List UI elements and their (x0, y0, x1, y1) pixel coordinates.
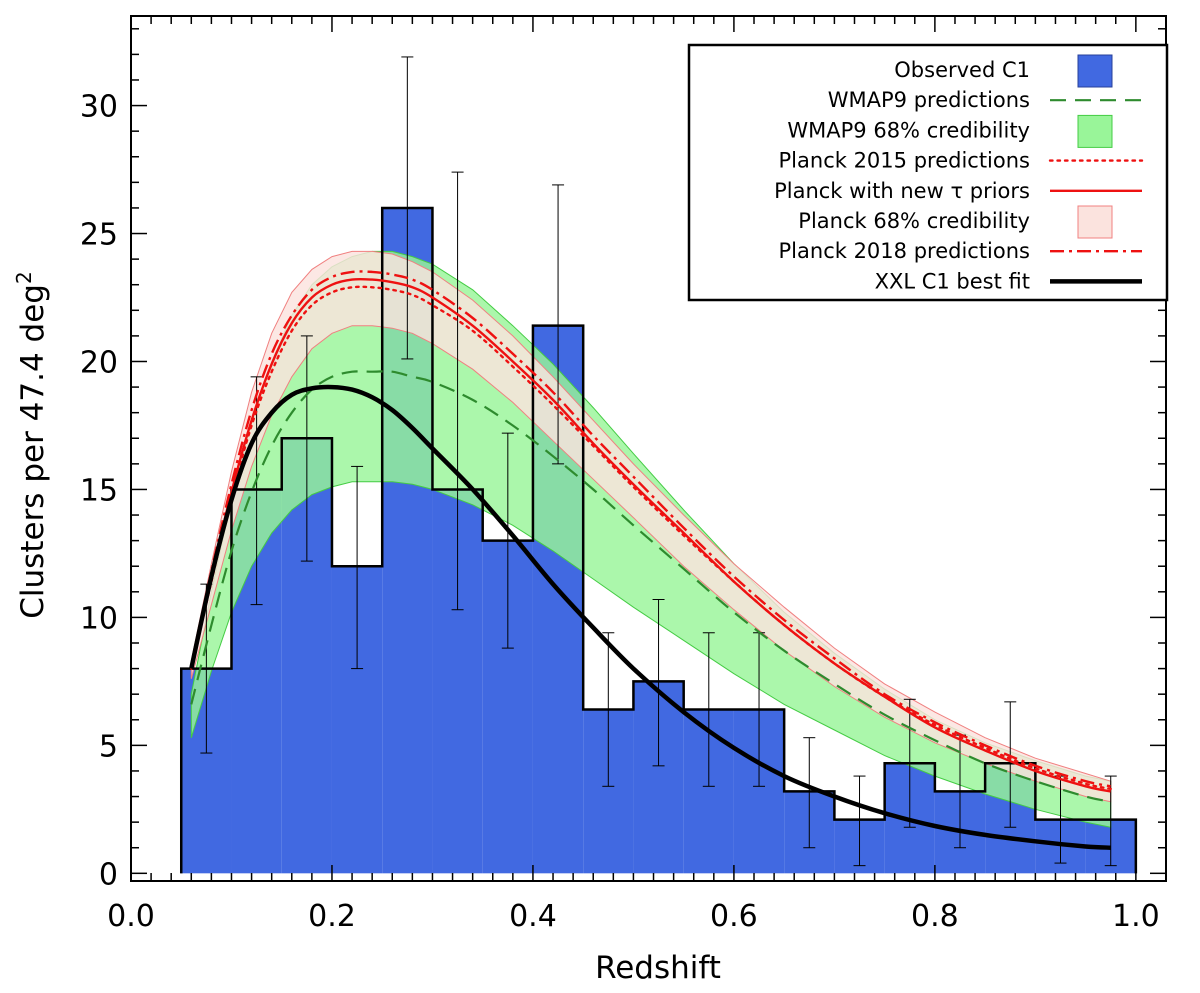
model-curves (189, 270, 1112, 850)
y-axis-label-text: Clusters per 47.4 deg (15, 284, 51, 619)
legend-label: Planck 68% credibility (798, 209, 1030, 233)
y-tick-label: 30 (80, 90, 118, 125)
y-tick-label: 15 (80, 473, 118, 508)
legend-label: Planck 2018 predictions (779, 239, 1030, 263)
x-tick-label: 0.6 (710, 899, 758, 934)
legend-swatch (1077, 114, 1113, 148)
y-axis-label: Clusters per 47.4 deg2 (12, 271, 51, 618)
histogram-bars (181, 207, 1136, 874)
legend-label: XXL C1 best fit (875, 269, 1030, 293)
model-curve (189, 384, 1111, 850)
model-curve (190, 277, 1111, 793)
y-tick-label: 0 (99, 857, 118, 892)
legend-label: WMAP9 68% credibility (787, 118, 1030, 142)
model-curve (190, 270, 1111, 788)
histogram-outline (179, 206, 1138, 874)
legend-label: WMAP9 predictions (828, 88, 1030, 112)
y-tick-label: 20 (80, 345, 118, 380)
y-tick-label: 25 (80, 218, 118, 253)
y-tick-label: 10 (80, 601, 118, 636)
legend: Observed C1 WMAP9 predictions WMAP9 68% cr… (687, 43, 1169, 302)
x-tick-label: 0.0 (107, 899, 155, 934)
legend-swatch (1077, 205, 1113, 239)
legend-label: Observed C1 (894, 58, 1030, 82)
x-axis-label: Redshift (595, 950, 721, 986)
tick-labels: 0.0 0.2 0.4 0.6 0.8 1.0 0 5 10 15 20 25 30 (80, 90, 1160, 934)
x-tick-label: 0.8 (911, 899, 959, 934)
x-tick-label: 1.0 (1112, 899, 1160, 934)
legend-swatch (1077, 54, 1113, 88)
x-tick-label: 0.4 (509, 899, 557, 934)
y-tick-label: 5 (99, 729, 118, 764)
legend-label: Planck with new τ priors (774, 179, 1030, 203)
x-tick-label: 0.2 (308, 899, 356, 934)
plot-frame (130, 15, 1167, 882)
model-curve (190, 370, 1111, 803)
legend-label: Planck 2015 predictions (779, 149, 1030, 173)
y-axis-label-superscript: 2 (12, 271, 36, 284)
histogram-outline-path (179, 206, 1138, 874)
